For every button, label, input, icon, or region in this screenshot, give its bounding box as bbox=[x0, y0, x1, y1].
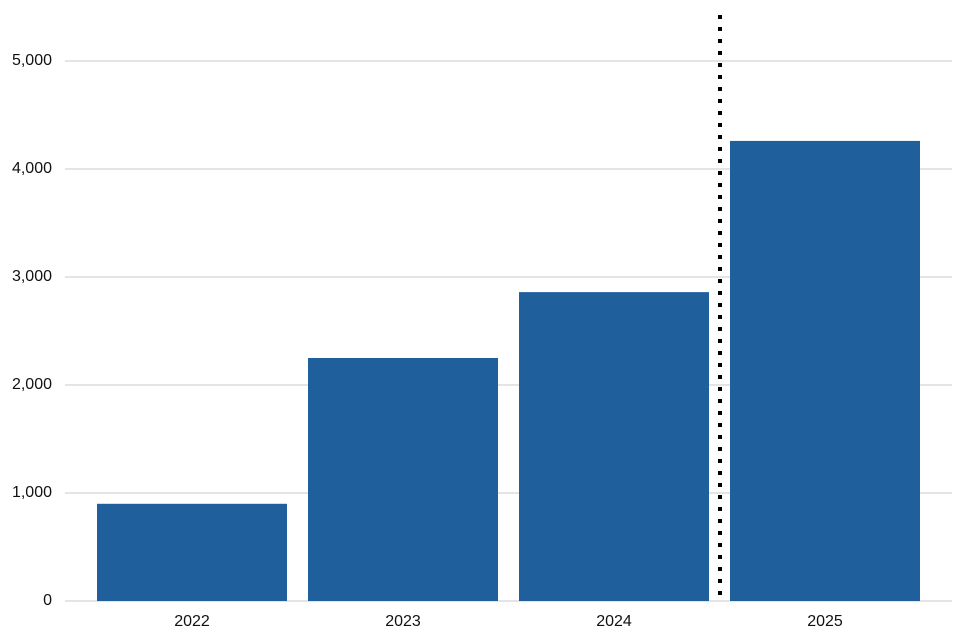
y-tick-label: 0 bbox=[43, 592, 52, 609]
y-tick-label: 3,000 bbox=[12, 268, 52, 285]
bar bbox=[97, 503, 287, 601]
bar bbox=[308, 358, 498, 601]
y-tick-label: 4,000 bbox=[12, 160, 52, 177]
x-tick-label: 2024 bbox=[596, 613, 632, 630]
bar bbox=[519, 292, 709, 601]
x-tick-label: 2025 bbox=[807, 613, 843, 630]
bar bbox=[730, 140, 920, 602]
y-tick-label: 1,000 bbox=[12, 484, 52, 501]
x-tick-label: 2023 bbox=[385, 613, 421, 630]
x-tick-label: 2022 bbox=[174, 613, 210, 630]
y-tick-label: 2,000 bbox=[12, 376, 52, 393]
y-tick-label: 5,000 bbox=[12, 52, 52, 69]
